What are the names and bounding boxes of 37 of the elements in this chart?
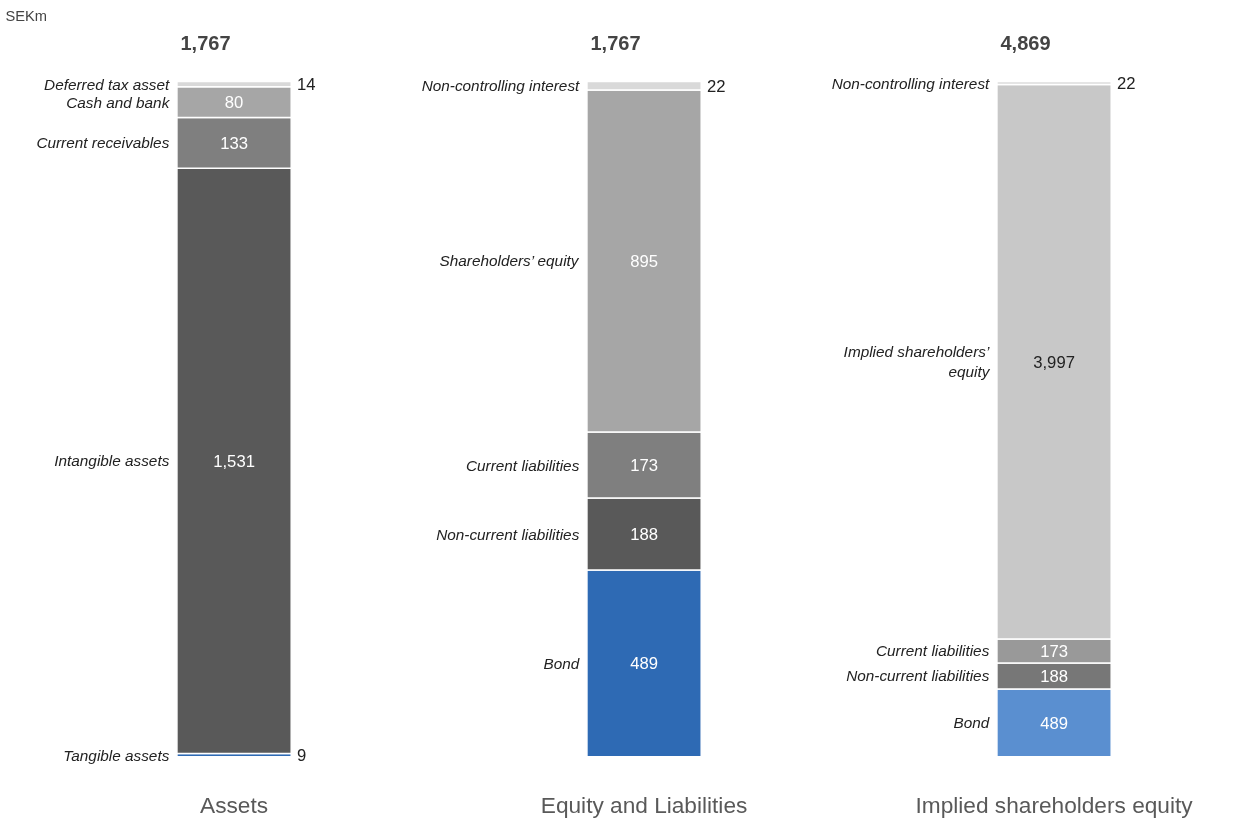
x-tick-label: Implied shareholders equity <box>915 791 1194 818</box>
data-label: 3,997 <box>1033 352 1075 372</box>
series-label: Shareholders’ equity <box>439 252 580 270</box>
series-label: Non-current liabilities <box>846 667 990 685</box>
series-label: Bond <box>953 714 990 732</box>
series-label: Deferred tax asset <box>44 75 171 93</box>
series-label: Non-controlling interest <box>831 74 991 92</box>
series-label: Non-current liabilities <box>436 525 580 543</box>
data-label: 173 <box>630 456 658 476</box>
series-label: Implied shareholders’ equity <box>843 343 991 381</box>
data-label: 489 <box>1040 713 1068 733</box>
total-label: 1,767 <box>180 31 231 54</box>
total-label: 4,869 <box>1000 31 1051 54</box>
series-label: Current liabilities <box>466 456 580 474</box>
series-label: Intangible assets <box>54 452 170 470</box>
data-label: 9 <box>296 746 307 766</box>
data-label: 188 <box>1040 667 1068 686</box>
text: SEKm <box>5 7 48 24</box>
series-label: Tangible assets <box>63 746 170 764</box>
series-label: Current liabilities <box>876 642 990 660</box>
data-label: 895 <box>630 251 658 271</box>
data-label: 22 <box>706 76 726 96</box>
data-label: 14 <box>296 75 316 95</box>
series-label: Cash and bank <box>66 93 171 111</box>
total-label: 1,767 <box>590 31 641 54</box>
data-label: 133 <box>220 133 248 153</box>
series-label: Current receivables <box>36 134 170 152</box>
series-label: Non-controlling interest <box>421 77 581 95</box>
data-label: 80 <box>224 93 244 113</box>
data-label: 173 <box>1040 641 1068 661</box>
series-label: Bond <box>543 654 580 672</box>
data-label: 489 <box>630 654 658 674</box>
x-tick-label: Assets <box>200 791 269 818</box>
x-tick-label: Equity and Liabilities <box>540 791 748 818</box>
data-label: 188 <box>630 525 658 545</box>
data-label: 22 <box>1116 74 1136 94</box>
data-label: 1,531 <box>213 451 255 471</box>
